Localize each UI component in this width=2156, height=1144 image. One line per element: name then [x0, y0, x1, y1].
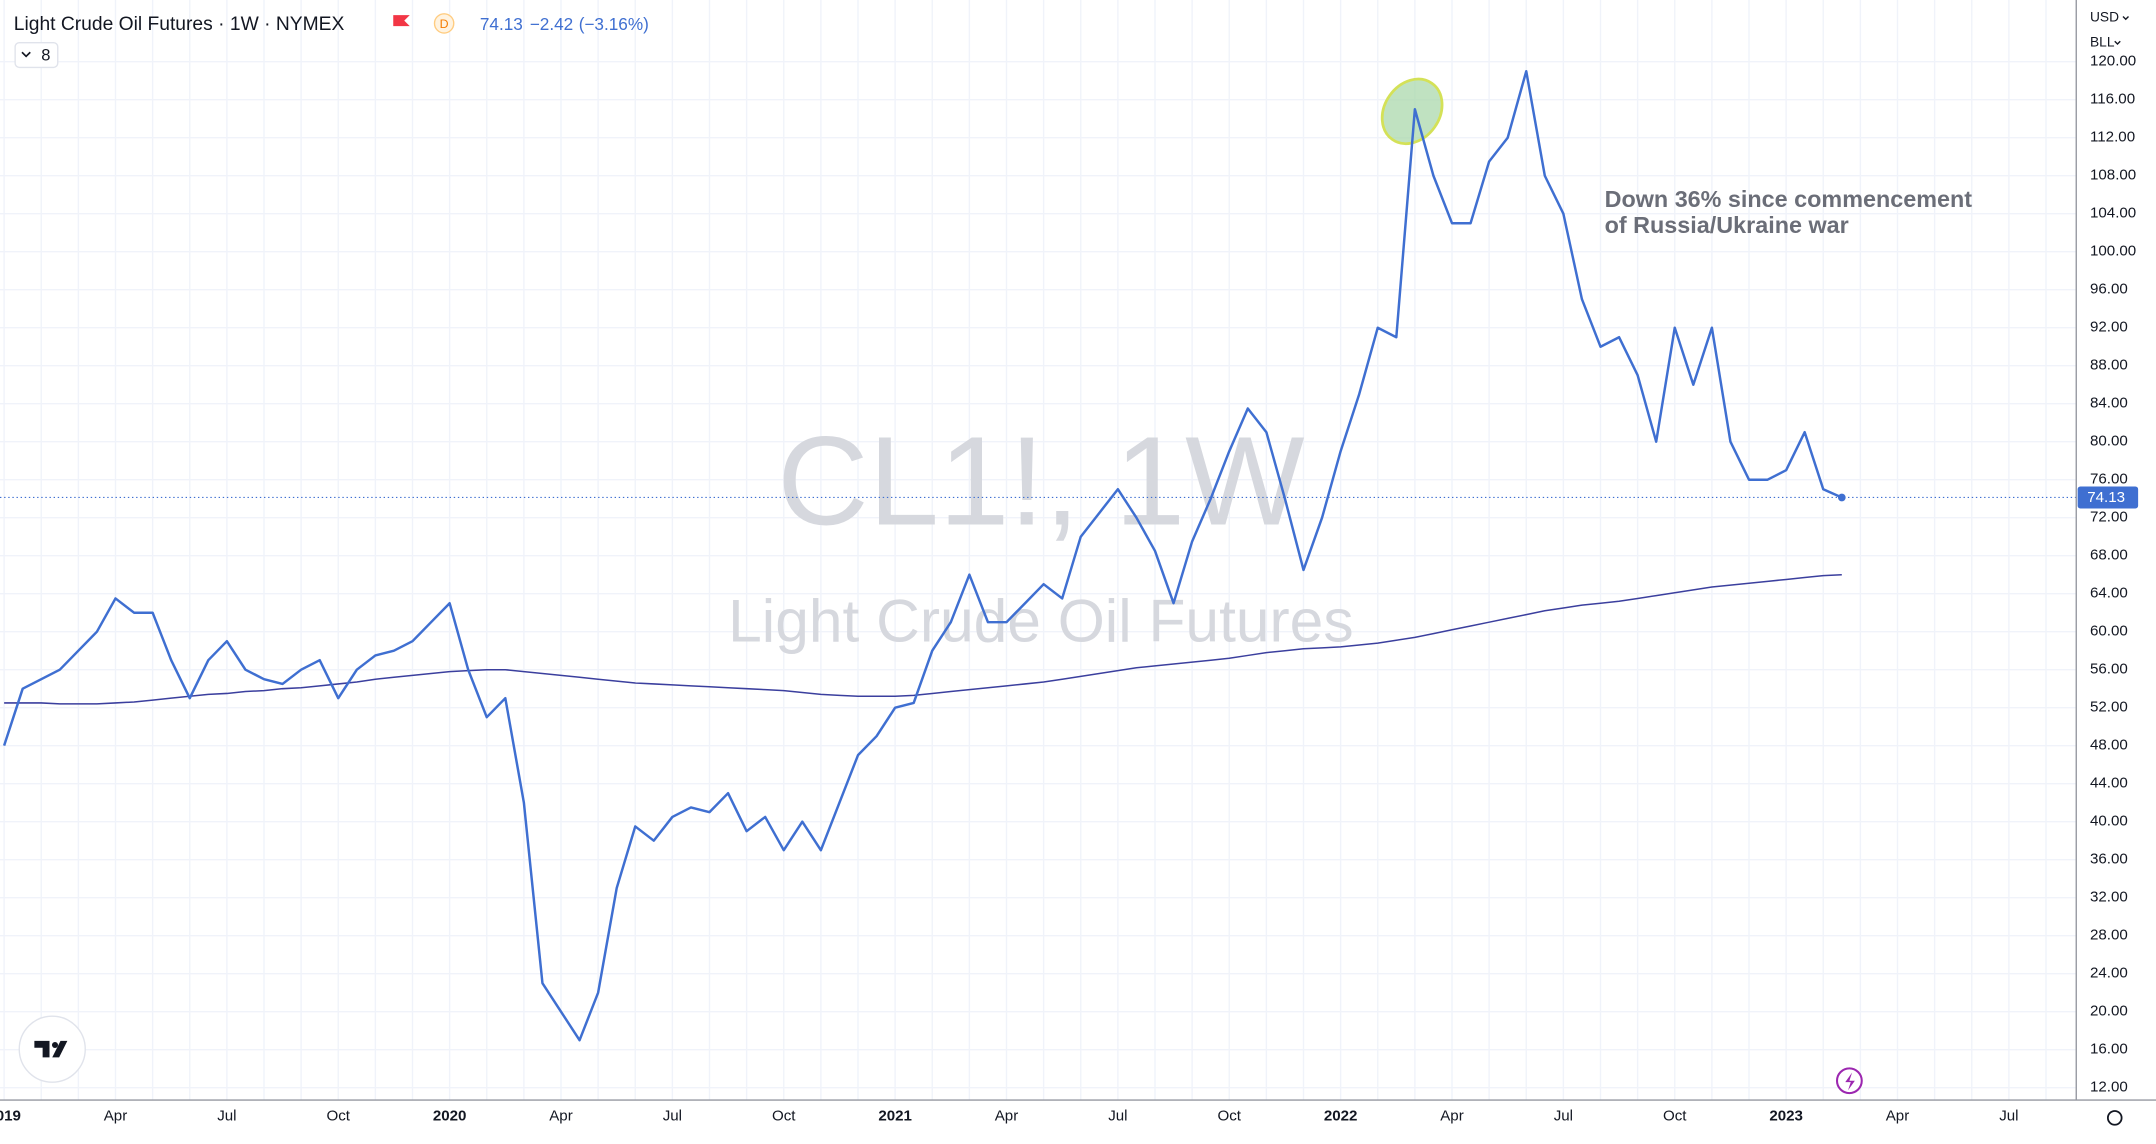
x-tick-label: 2019 [0, 1108, 21, 1125]
symbol-title: Light Crude Oil Futures · 1W · NYMEX [14, 14, 345, 35]
y-tick-label: 56.00 [2090, 661, 2128, 678]
y-tick-label: 32.00 [2090, 889, 2128, 906]
y-tick-label: 60.00 [2090, 623, 2128, 640]
chevron [2114, 16, 2129, 45]
y-tick-label: 88.00 [2090, 357, 2128, 374]
y-tick-label: 104.00 [2090, 205, 2136, 222]
y-tick-label: 48.00 [2090, 737, 2128, 754]
axes: 12.00 16.00 20.00 24.00 28.00 32.00 36.00 40.00… [0, 53, 2139, 1125]
flag-icon[interactable] [393, 15, 410, 27]
y-tick-label: 96.00 [2090, 281, 2128, 298]
y-tick-label: 64.00 [2090, 585, 2128, 602]
y-tick-label: 120.00 [2090, 53, 2136, 70]
x-tick-label: Oct [1217, 1108, 1241, 1125]
logo-mark [34, 1040, 68, 1058]
quote: 74.13 −2.42 (−3.16%) [480, 13, 649, 33]
price-tag [2077, 486, 2139, 509]
indicators-toggle[interactable] [14, 41, 59, 69]
currency[interactable]: USD [2090, 10, 2119, 25]
x-tick-label: Jul [1554, 1108, 1573, 1125]
x-tick-label: Apr [995, 1108, 1019, 1125]
y-tick-label: 72.00 [2090, 509, 2128, 526]
y-tick-label: 16.00 [2090, 1041, 2128, 1058]
y-tick-label: 20.00 [2090, 1003, 2128, 1020]
x-tick-label: Oct [326, 1108, 350, 1125]
annotation-line: of Russia/Ukraine war [1605, 212, 1849, 238]
x-tick-label: Jul [1108, 1108, 1127, 1125]
x-tick-label: 2020 [433, 1108, 467, 1125]
logo-dot [51, 1041, 59, 1049]
grid [0, 0, 2077, 1100]
y-tick-label: 84.00 [2090, 395, 2128, 412]
last-price: 74.13 [480, 13, 523, 33]
y-tick-label: 28.00 [2090, 927, 2128, 944]
watermark-name: Light Crude Oil Futures [728, 587, 1353, 655]
y-tick-label: 80.00 [2090, 433, 2128, 450]
last-price-dot [1837, 493, 1846, 502]
watermark-symbol: CL1!, 1W [777, 409, 1304, 551]
unit[interactable]: BLL [2090, 34, 2115, 49]
x-tick-label: Apr [1886, 1108, 1910, 1125]
series-line [2, 70, 1843, 1042]
y-tick-label: 108.00 [2090, 167, 2136, 184]
settings-icon[interactable] [2106, 1110, 2123, 1126]
x-tick-label: 2021 [878, 1108, 912, 1125]
y-tick-label: 24.00 [2090, 965, 2128, 982]
watermark: CL1!, 1W Light Crude Oil Futures [728, 409, 1353, 654]
price-change-percent: (−3.16%) [579, 13, 649, 33]
time-axis [0, 1100, 2156, 1144]
annotation-line: Down 36% since commencement [1605, 186, 1973, 212]
x-tick-label: Apr [549, 1108, 573, 1125]
x-tick-label: Oct [1663, 1108, 1687, 1125]
price-axis [2076, 0, 2156, 1144]
x-tick-label: Jul [217, 1108, 236, 1125]
y-tick-label: 112.00 [2090, 129, 2135, 146]
price-change: −2.42 [530, 13, 573, 33]
x-tick-label: Jul [663, 1108, 682, 1125]
x-tick-label: Apr [104, 1108, 128, 1125]
chevron [21, 51, 31, 58]
logo[interactable] [18, 1015, 86, 1083]
x-tick-label: Apr [1440, 1108, 1464, 1125]
y-tick-label: 100.00 [2090, 243, 2136, 260]
x-tick-label: 2022 [1324, 1108, 1358, 1125]
y-tick-label: 92.00 [2090, 319, 2128, 336]
event-bolt [1845, 1072, 1855, 1091]
y-tick-label: 12.00 [2090, 1079, 2128, 1096]
indicator-count: 8 [41, 47, 50, 65]
series-line [4, 573, 1842, 705]
y-tick-label: 52.00 [2090, 699, 2128, 716]
y-tick-label: 36.00 [2090, 851, 2128, 868]
x-tick-label: 2023 [1769, 1108, 1803, 1125]
y-tick-label: 76.00 [2090, 471, 2128, 488]
badge-circle [433, 13, 455, 34]
header: Light Crude Oil Futures · 1W · NYMEX [14, 14, 345, 35]
y-tick-label: 40.00 [2090, 813, 2128, 830]
x-tick-label: Oct [772, 1108, 796, 1125]
y-tick-label: 68.00 [2090, 547, 2128, 564]
badge: D [440, 17, 449, 31]
x-tick-label: Jul [1999, 1108, 2018, 1125]
y-tick-label: 44.00 [2090, 775, 2128, 792]
highlight-ellipse [1380, 77, 1444, 146]
price-tag-label: 74.13 [2087, 489, 2125, 506]
plot [0, 70, 2077, 1042]
y-tick-label: 116.00 [2090, 91, 2135, 108]
